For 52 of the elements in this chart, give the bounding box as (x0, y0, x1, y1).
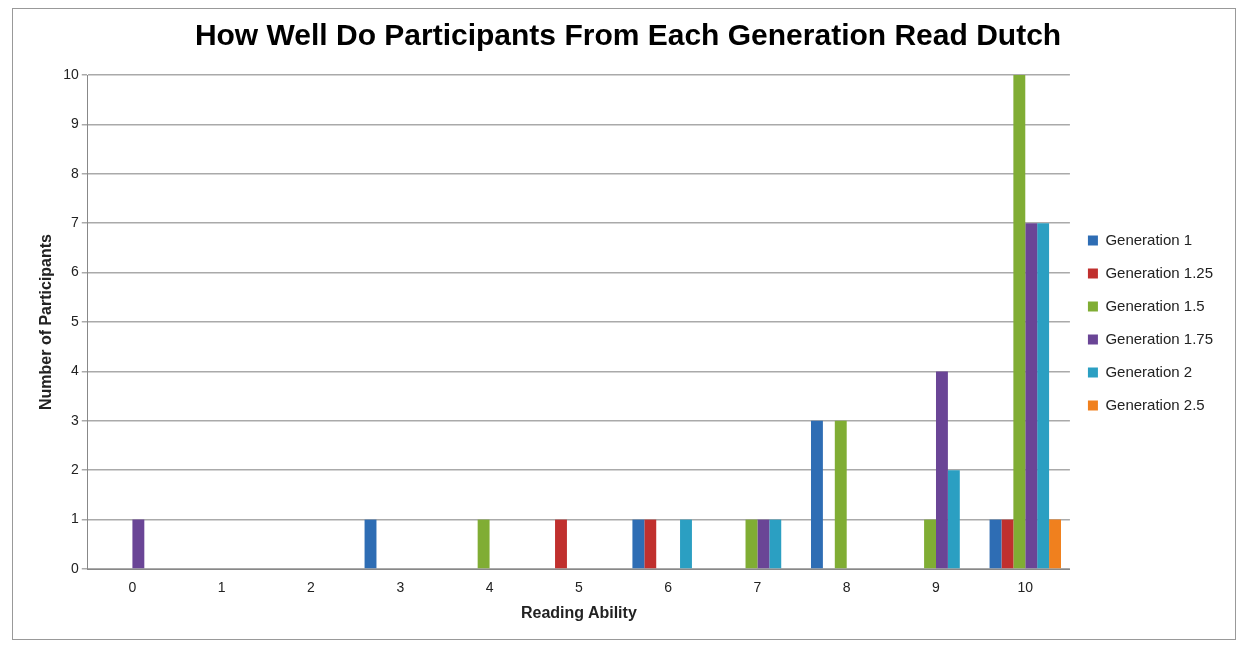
bar (1025, 223, 1038, 569)
bar (632, 519, 645, 569)
y-tick-label: 4 (70, 362, 79, 379)
x-tick-label: 9 (932, 579, 941, 596)
legend-label: Generation 1 (1105, 230, 1193, 248)
bar (810, 420, 823, 569)
y-tick-label: 9 (70, 115, 79, 132)
bar (555, 519, 567, 569)
x-axis-title: Reading Ability (520, 603, 637, 621)
chart-title: How Well Do Participants From Each Generation Read Dutch (194, 18, 1062, 52)
x-tick-label: 5 (574, 579, 583, 596)
bar (1037, 223, 1050, 569)
bar (364, 519, 377, 569)
bar (1013, 75, 1026, 569)
bar (769, 519, 782, 569)
bar (477, 519, 490, 569)
x-tick-label: 1 (217, 579, 226, 596)
legend-label: Generation 1.25 (1105, 263, 1213, 281)
bar (1049, 519, 1061, 569)
y-tick-label: 5 (70, 312, 79, 329)
bar (924, 519, 936, 569)
x-tick-label: 6 (664, 579, 673, 596)
legend-label: Generation 2.5 (1105, 395, 1205, 413)
x-tick-label: 0 (128, 579, 137, 596)
y-tick-label: 3 (70, 411, 79, 428)
y-tick-label: 2 (70, 461, 79, 478)
bar (132, 519, 145, 569)
bar (989, 519, 1002, 569)
y-axis-title: Number of Participants (37, 233, 55, 411)
x-tick-label: 8 (842, 579, 851, 596)
x-tick-label: 7 (753, 579, 762, 596)
bar (935, 371, 948, 569)
x-tick-label: 4 (485, 579, 494, 596)
bar (757, 519, 770, 569)
bar (745, 519, 758, 569)
x-tick-label: 3 (396, 579, 405, 596)
y-tick-label: 6 (70, 263, 79, 280)
bar (644, 519, 657, 569)
bar (1001, 519, 1014, 569)
y-tick-label: 8 (70, 164, 79, 181)
y-tick-label: 10 (63, 65, 79, 82)
bar (680, 519, 692, 569)
y-tick-label: 1 (70, 510, 79, 527)
y-tick-label: 7 (70, 214, 79, 231)
x-tick-label: 10 (1017, 579, 1034, 596)
x-tick-label: 2 (307, 579, 316, 596)
legend-label: Generation 1.75 (1105, 329, 1213, 347)
bar (947, 470, 960, 569)
y-tick-label: 0 (70, 559, 79, 576)
bar (834, 420, 847, 569)
legend-label: Generation 2 (1105, 362, 1193, 380)
legend-label: Generation 1.5 (1105, 296, 1205, 314)
